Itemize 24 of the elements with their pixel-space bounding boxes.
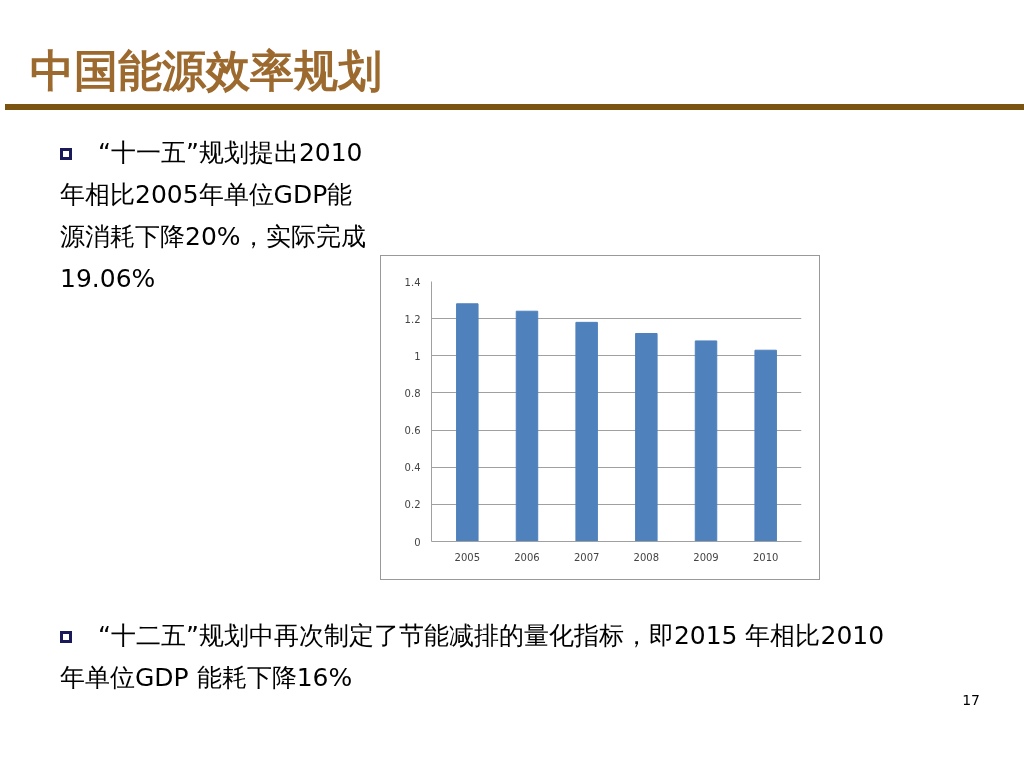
x-tick-label: 2005 bbox=[454, 551, 481, 563]
y-tick-label: 0 bbox=[414, 536, 421, 548]
bar bbox=[635, 333, 658, 542]
y-tick-label: 0.6 bbox=[404, 425, 421, 437]
x-tick-label: 2009 bbox=[693, 551, 719, 563]
x-tick-label: 2007 bbox=[573, 551, 600, 563]
x-tick-label: 2006 bbox=[514, 551, 540, 563]
y-tick-label: 0.2 bbox=[404, 499, 421, 511]
y-tick-label: 1.2 bbox=[404, 313, 421, 325]
text: “十二五”规划中再次制定了节能减排的量化指标，即2015 年相比2010 年单位GDP 能耗下降16% bbox=[60, 620, 885, 694]
y-tick-label: 0.4 bbox=[404, 462, 421, 474]
bar bbox=[754, 349, 777, 542]
bar bbox=[456, 303, 479, 542]
text: 17 bbox=[962, 691, 980, 710]
bar bbox=[515, 310, 539, 542]
y-tick-label: 0.8 bbox=[404, 387, 421, 399]
bar bbox=[575, 321, 598, 542]
text: “十一五”规划提出2010年相比2005年单位GDP能源消耗下降20%，实际完成19.06% bbox=[60, 137, 367, 295]
x-tick-label: 2008 bbox=[633, 551, 660, 563]
chart-title: 中国能源效率规划 bbox=[30, 44, 382, 98]
bar bbox=[694, 340, 718, 542]
y-tick-label: 1 bbox=[414, 350, 421, 362]
x-tick-label: 2010 bbox=[752, 551, 779, 563]
y-tick-label: 1.4 bbox=[404, 276, 421, 288]
